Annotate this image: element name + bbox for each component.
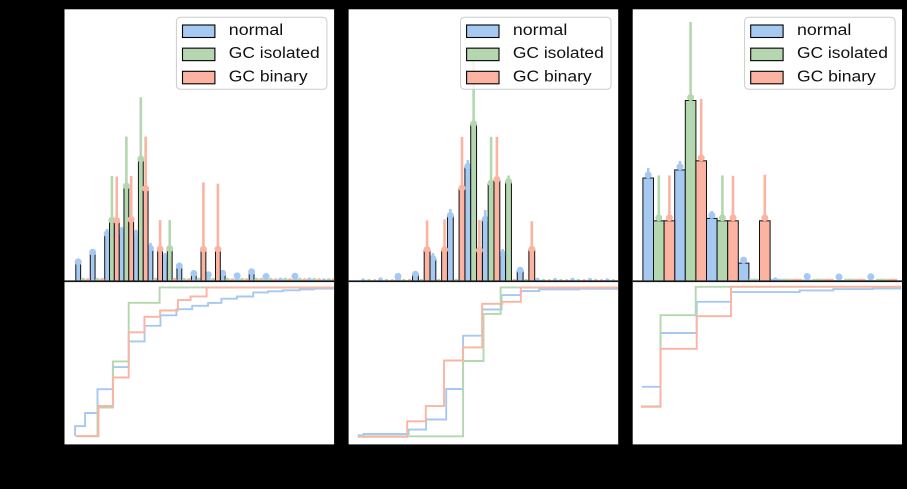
svg-text:normal: normal bbox=[513, 22, 567, 39]
svg-text:GC isolated: GC isolated bbox=[513, 45, 604, 62]
svg-text:normal: normal bbox=[797, 22, 851, 39]
svg-text:normal: normal bbox=[229, 22, 283, 39]
svg-text:GC isolated: GC isolated bbox=[229, 45, 320, 62]
svg-text:GC binary: GC binary bbox=[797, 68, 876, 85]
svg-text:GC isolated: GC isolated bbox=[797, 45, 888, 62]
svg-text:GC binary: GC binary bbox=[229, 68, 308, 85]
svg-text:GC binary: GC binary bbox=[513, 68, 592, 85]
